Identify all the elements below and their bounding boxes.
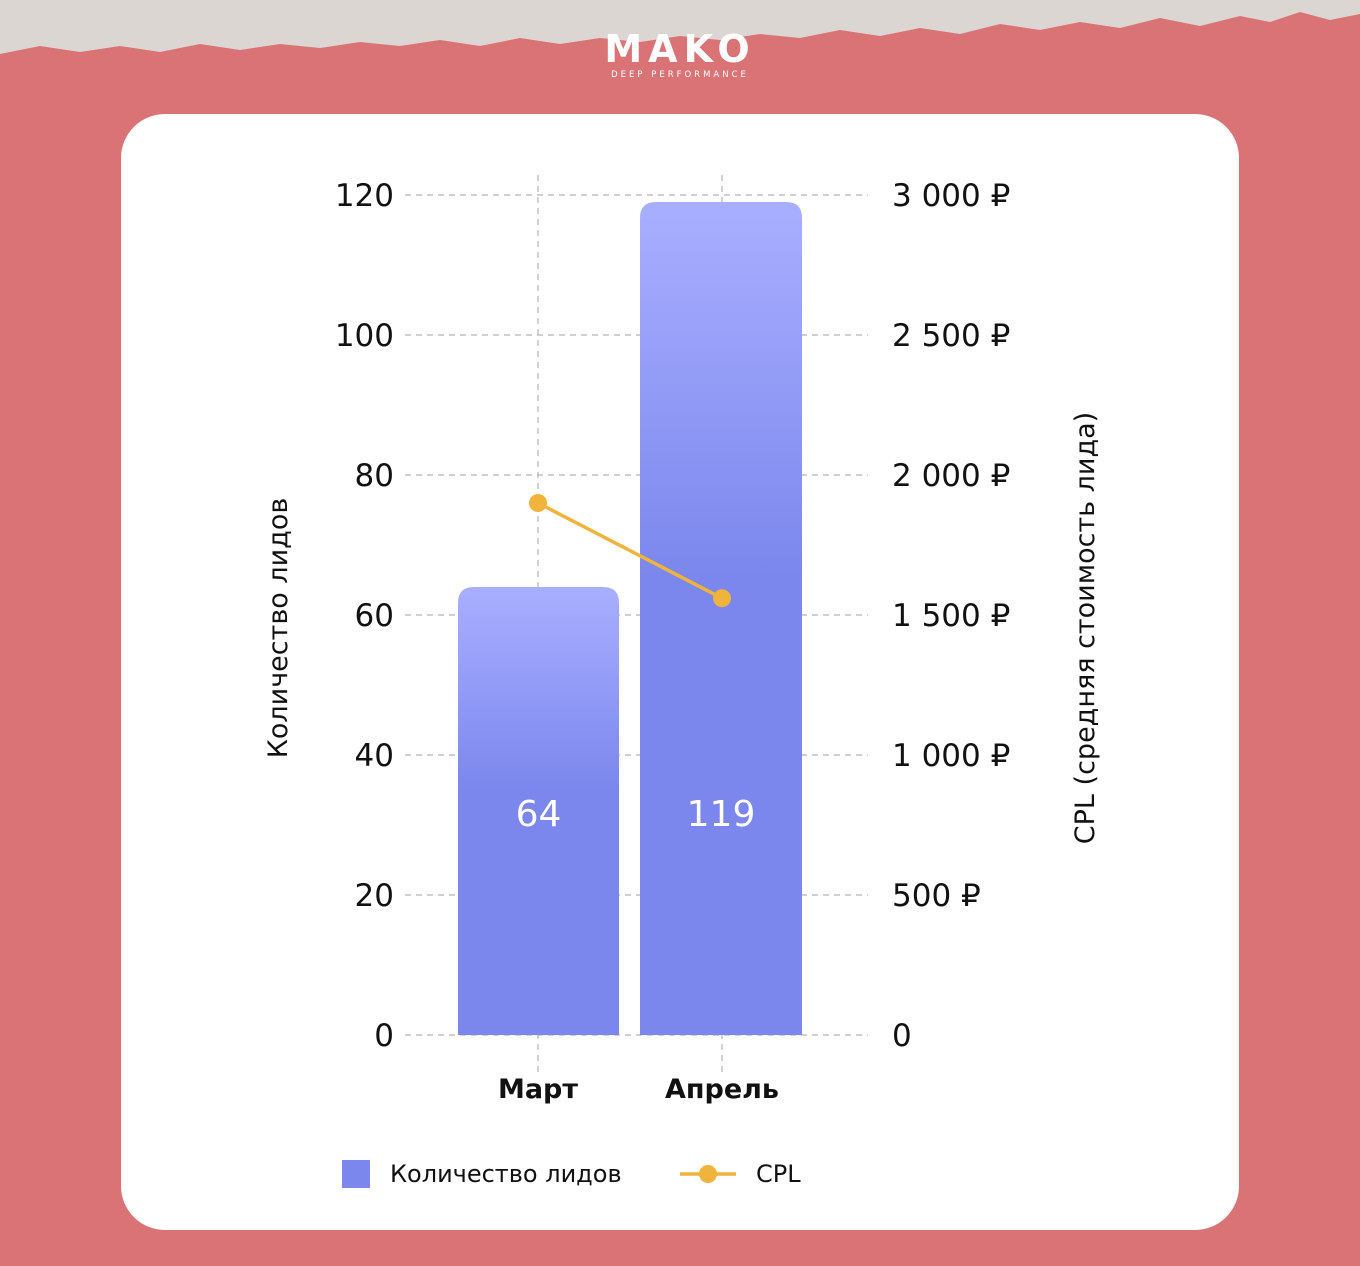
bar-leads	[640, 202, 802, 1035]
cpl-point	[529, 494, 547, 512]
y-left-tick-label: 80	[355, 458, 394, 494]
legend-label-leads: Количество лидов	[390, 1160, 622, 1188]
brand-name: MAKO	[604, 27, 756, 71]
y-axis-left-label: Количество лидов	[263, 498, 294, 759]
bar-data-label: 119	[687, 794, 756, 835]
bars: 64 119	[458, 202, 802, 1035]
cpl-line	[529, 494, 731, 608]
x-category-label: Март	[498, 1074, 578, 1105]
torn-paper-edge	[0, 0, 1360, 54]
cpl-point	[713, 589, 731, 608]
y-left-tick-label: 120	[335, 178, 394, 214]
y-right-tick-label: 500 ₽	[892, 878, 981, 914]
y-left-tick-label: 60	[355, 598, 394, 634]
y-right-tick-label: 2 000 ₽	[892, 458, 1010, 494]
y-axis-right-label: CPL (средняя стоимость лида)	[1070, 412, 1101, 844]
cpl-series-line	[537, 501, 723, 600]
y-right-tick-label: 3 000 ₽	[892, 178, 1010, 214]
legend-label-cpl: CPL	[756, 1160, 801, 1188]
legend: Количество лидов CPL	[342, 1160, 801, 1188]
y-left-tick-label: 40	[355, 738, 394, 774]
tick-labels: 0 20 40 60 80 100 120 0 500 ₽ 1 000 ₽ 1 500 ₽ 2 000…	[335, 178, 1011, 1105]
y-left-tick-label: 100	[335, 318, 394, 354]
y-right-tick-label: 2 500 ₽	[892, 318, 1010, 354]
legend-point-cpl	[699, 1165, 717, 1183]
brand-logo: MAKO DEEP PERFORMANCE	[580, 28, 780, 88]
y-right-tick-label: 1 000 ₽	[892, 738, 1010, 774]
brand-tagline: DEEP PERFORMANCE	[611, 70, 749, 80]
y-right-tick-label: 1 500 ₽	[892, 598, 1010, 634]
y-left-tick-label: 0	[374, 1018, 394, 1054]
x-category-label: Апрель	[665, 1074, 779, 1105]
bar-data-label: 64	[516, 794, 562, 835]
legend-swatch-leads	[342, 1160, 370, 1188]
bar-leads	[458, 587, 619, 1035]
y-right-tick-label: 0	[892, 1018, 912, 1054]
y-left-tick-label: 20	[355, 878, 394, 914]
